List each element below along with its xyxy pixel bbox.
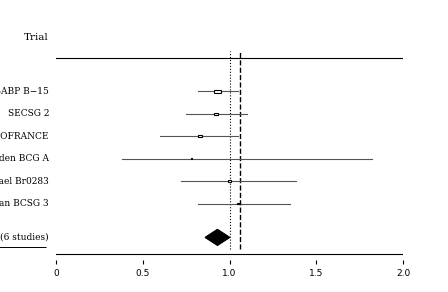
Text: ONCOFRANCE: ONCOFRANCE: [0, 132, 49, 141]
FancyBboxPatch shape: [198, 135, 202, 137]
Text: SECSG 2: SECSG 2: [8, 109, 49, 118]
Text: Austrian BCSG 3: Austrian BCSG 3: [0, 199, 49, 208]
FancyBboxPatch shape: [214, 113, 218, 115]
Text: Doxo based (6 studies): Doxo based (6 studies): [0, 233, 49, 242]
FancyBboxPatch shape: [237, 203, 240, 204]
Text: SE Sweden BCG A: SE Sweden BCG A: [0, 154, 49, 163]
FancyBboxPatch shape: [228, 180, 231, 182]
FancyBboxPatch shape: [214, 90, 221, 93]
Text: NSABC Israel Br0283: NSABC Israel Br0283: [0, 177, 49, 186]
Text: NSABP B−15: NSABP B−15: [0, 87, 49, 96]
Polygon shape: [205, 230, 230, 245]
FancyBboxPatch shape: [191, 158, 192, 159]
Text: Trial: Trial: [24, 33, 49, 42]
